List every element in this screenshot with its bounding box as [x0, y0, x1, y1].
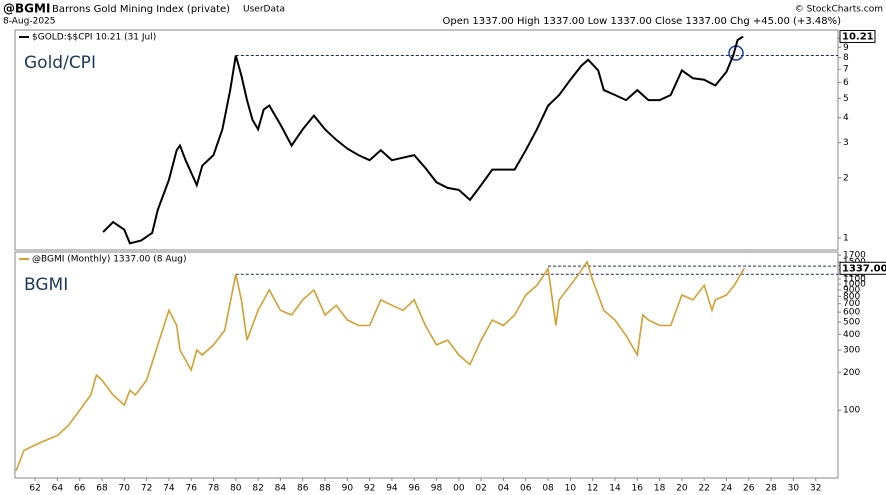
x-tick-label: 94: [386, 484, 398, 494]
y-tick-label: 5: [843, 94, 849, 104]
y-tick-label: 500: [843, 318, 860, 328]
y-tick-label: 1100: [843, 274, 866, 284]
x-tick-label: 84: [275, 484, 287, 494]
panel-label: BGMI: [24, 275, 68, 295]
y-tick-label: 2: [843, 173, 849, 183]
y-tick-label: 400: [843, 330, 860, 340]
date: 8-Aug-2025: [3, 17, 56, 27]
x-tick-label: 96: [409, 484, 421, 494]
x-tick-label: 72: [141, 484, 152, 494]
copyright: © StockCharts.com: [795, 5, 883, 15]
price-line: [102, 35, 744, 245]
y-tick-label: 600: [843, 308, 860, 318]
legend-label: @BGMI (Monthly) 1337.00 (8 Aug): [32, 255, 186, 265]
x-tick-label: 88: [319, 484, 331, 494]
x-tick-label: 70: [119, 484, 131, 494]
y-tick-label: 1700: [843, 251, 866, 261]
y-tick-label: 900: [843, 285, 860, 295]
x-tick-label: 18: [654, 484, 666, 494]
x-tick-label: 08: [542, 484, 554, 494]
y-tick-label: 1000: [843, 280, 866, 290]
x-tick-label: 76: [185, 484, 197, 494]
legend-label: $GOLD:$$CPI 10.21 (31 Jul): [32, 33, 156, 43]
x-tick-label: 82: [252, 484, 263, 494]
x-tick-label: 98: [431, 484, 443, 494]
panel-label: Gold/CPI: [24, 53, 96, 73]
x-tick-label: 68: [96, 484, 108, 494]
x-tick-label: 04: [498, 484, 510, 494]
x-tick-label: 16: [632, 484, 644, 494]
x-tick-label: 74: [163, 484, 175, 494]
y-tick-label: 300: [843, 346, 860, 356]
x-tick-label: 14: [609, 484, 621, 494]
index-name: Barrons Gold Mining Index (private): [52, 4, 230, 15]
quote: Open 1337.00 High 1337.00 Low 1337.00 Cl…: [443, 16, 842, 27]
x-tick-label: 24: [721, 484, 733, 494]
y-tick-label: 3: [843, 138, 849, 148]
symbol: @BGMI: [3, 2, 50, 16]
x-tick-label: 06: [520, 484, 532, 494]
x-tick-label: 86: [297, 484, 309, 494]
y-tick-label: 7: [843, 65, 849, 75]
last-value-label: 10.21: [842, 31, 874, 42]
panel-frame: [14, 251, 839, 479]
x-tick-label: 64: [52, 484, 64, 494]
y-tick-label: 9: [843, 43, 849, 53]
y-tick-label: 700: [843, 299, 860, 309]
x-tick-label: 10: [565, 484, 577, 494]
y-tick-label: 8: [843, 53, 849, 63]
price-line: [15, 260, 745, 472]
y-tick-label: 100: [843, 406, 860, 416]
y-tick-label: 6: [843, 78, 849, 88]
y-tick-label: 4: [843, 113, 849, 123]
x-tick-label: 02: [475, 484, 486, 494]
last-value-box: [839, 29, 876, 43]
panel-frame: [14, 29, 839, 251]
x-tick-label: 00: [453, 484, 465, 494]
x-tick-label: 62: [29, 484, 40, 494]
x-tick-label: 92: [364, 484, 375, 494]
x-tick-label: 20: [676, 484, 688, 494]
x-tick-label: 22: [698, 484, 709, 494]
y-tick-label: 1: [843, 233, 849, 243]
x-tick-label: 90: [342, 484, 354, 494]
x-tick-label: 78: [208, 484, 220, 494]
y-tick-label: 200: [843, 368, 860, 378]
x-tick-label: 32: [810, 484, 821, 494]
last-value-label: 1337.00: [842, 263, 886, 274]
x-tick-label: 26: [743, 484, 755, 494]
x-tick-label: 12: [587, 484, 598, 494]
last-value-box: [839, 261, 886, 275]
x-tick-label: 66: [74, 484, 86, 494]
x-tick-label: 80: [230, 484, 242, 494]
x-tick-label: 28: [765, 484, 777, 494]
x-tick-label: 30: [788, 484, 800, 494]
source: UserData: [243, 5, 285, 15]
y-tick-label: 800: [843, 292, 860, 302]
